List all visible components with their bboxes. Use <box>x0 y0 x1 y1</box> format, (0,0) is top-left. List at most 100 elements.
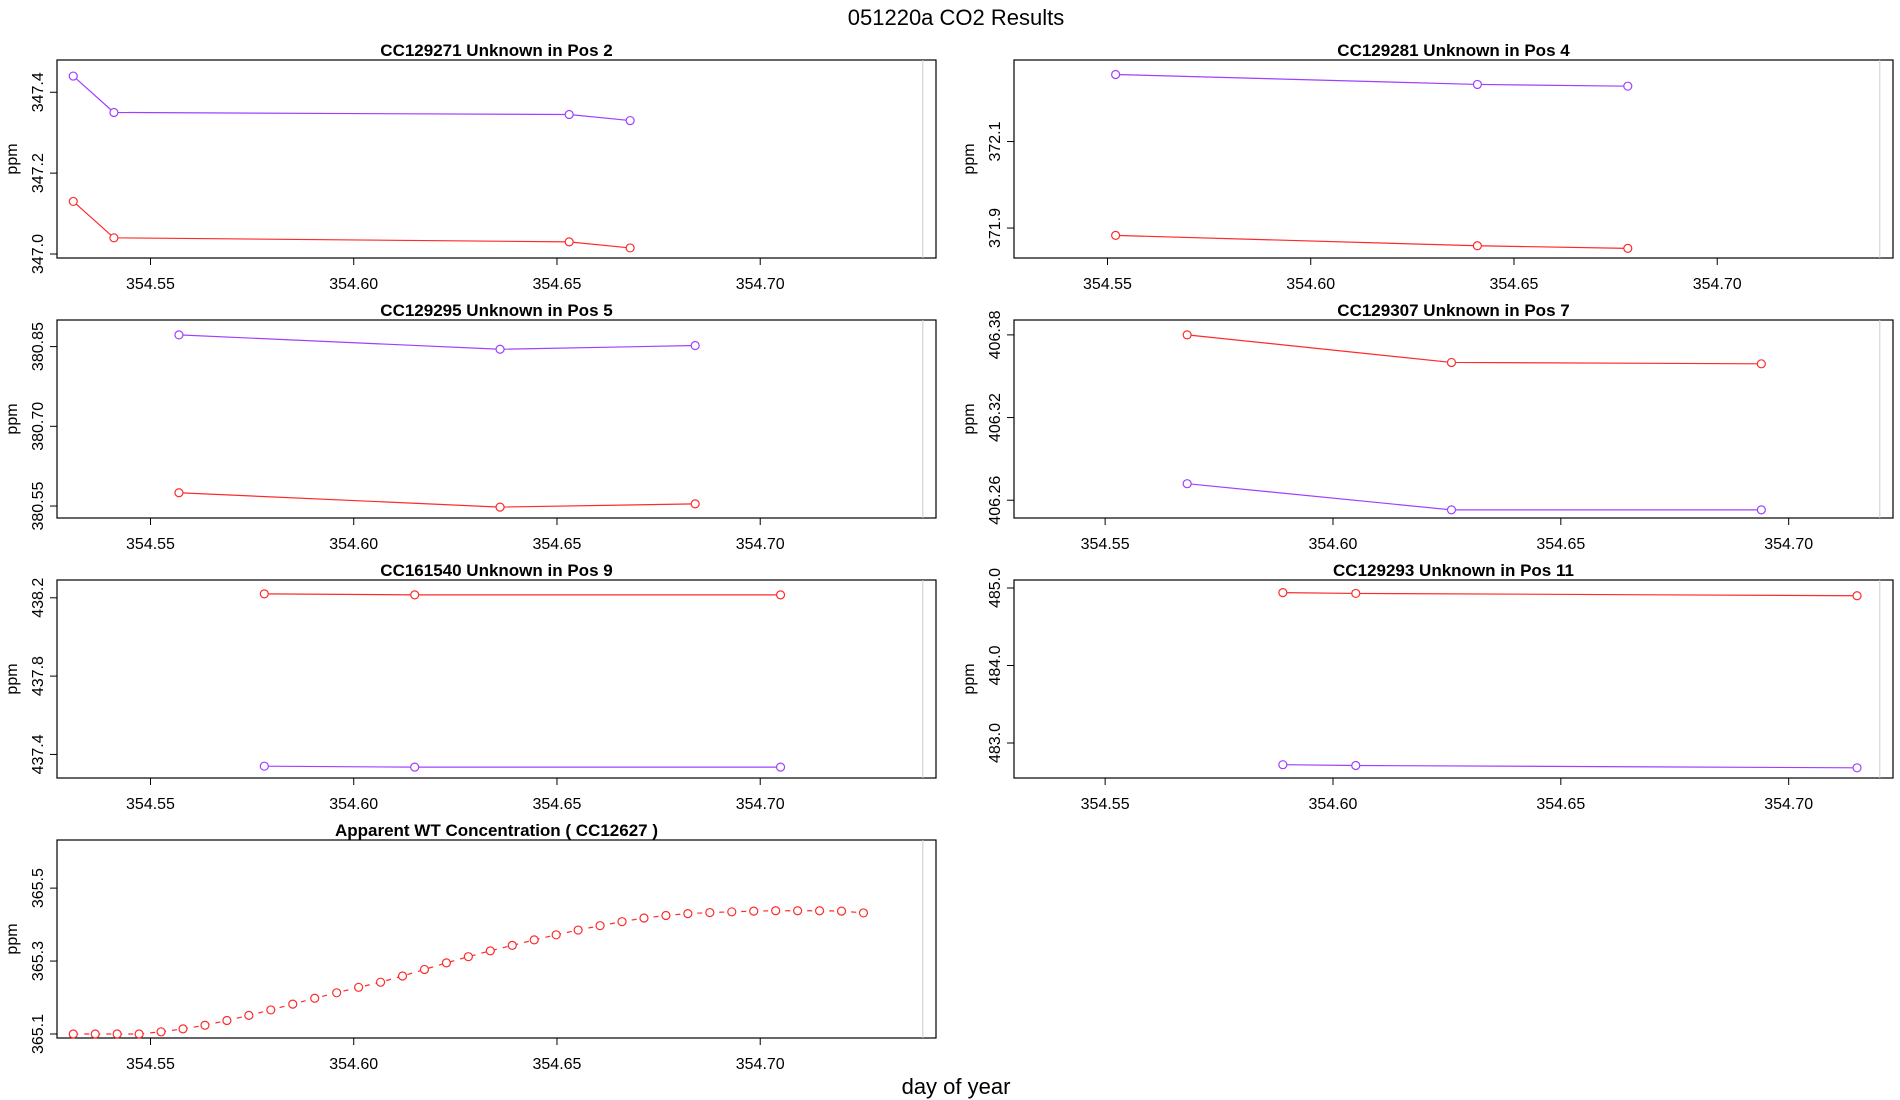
series-line-purple <box>178 334 696 350</box>
data-point-red <box>410 590 420 600</box>
x-tick-label: 354.70 <box>1764 536 1813 553</box>
y-axis-label: ppm <box>961 403 978 434</box>
panel-3: CC129295 Unknown in Pos 5 ppm 354.55 354.60… <box>4 301 937 553</box>
data-point-red <box>1111 230 1121 240</box>
data-point-purple <box>68 71 78 81</box>
y-tick-label: 347.2 <box>30 153 47 193</box>
plot-frame <box>56 319 937 519</box>
data-point-purple <box>625 115 635 126</box>
data-point-red <box>134 1029 144 1039</box>
series-line-red <box>73 910 864 1035</box>
data-point-red <box>690 499 700 509</box>
x-tick-label: 354.60 <box>1309 796 1358 813</box>
y-tick-label: 365.3 <box>30 941 47 981</box>
data-point-purple <box>174 330 184 340</box>
x-tick-label: 354.55 <box>126 796 175 813</box>
data-point-red <box>354 982 364 992</box>
x-tick-label: 354.65 <box>533 536 582 553</box>
panels: CC129271 Unknown in Pos 2 ppm 354.55 354.60… <box>4 41 1894 1073</box>
x-tick-label: 354.65 <box>533 1056 582 1073</box>
y-tick-label: 365.1 <box>30 1014 47 1054</box>
plot-frame <box>1013 579 1894 779</box>
data-point-red <box>178 1024 188 1034</box>
plot-frame <box>56 59 937 259</box>
data-point-red <box>310 993 320 1003</box>
y-tick-label: 372.1 <box>987 121 1004 161</box>
data-point-purple <box>259 761 269 771</box>
panel-2: CC129281 Unknown in Pos 4 ppm 354.55 354.60… <box>961 41 1894 293</box>
data-point-red <box>259 589 269 599</box>
data-point-red <box>564 237 574 247</box>
data-point-red <box>200 1020 210 1030</box>
x-tick-label: 354.65 <box>1536 536 1585 553</box>
panel-title: CC129307 Unknown in Pos 7 <box>1337 301 1569 320</box>
data-point-purple <box>1351 760 1361 771</box>
x-tick-label: 354.60 <box>329 796 378 813</box>
x-tick-label: 354.65 <box>533 796 582 813</box>
data-point-purple <box>1446 505 1457 515</box>
data-point-purple <box>1111 69 1121 80</box>
panel-7: Apparent WT Concentration ( CC12627 ) ppm… <box>4 821 937 1073</box>
x-tick-label: 354.55 <box>126 276 175 293</box>
data-point-red <box>683 909 693 919</box>
x-tick-label: 354.65 <box>1490 276 1539 293</box>
plot-frame <box>56 579 937 779</box>
series-line-red <box>1187 334 1762 365</box>
data-point-red <box>625 243 635 253</box>
panel-title: CC129295 Unknown in Pos 5 <box>380 301 612 320</box>
data-point-purple <box>109 107 119 118</box>
data-point-red <box>595 921 605 931</box>
data-point-red <box>495 502 505 512</box>
series-line-purple <box>1187 483 1762 511</box>
data-point-red <box>109 233 119 243</box>
data-point-red <box>793 906 803 916</box>
data-point-red <box>529 935 539 945</box>
y-axis-label: ppm <box>4 923 21 954</box>
y-tick-label: 483.0 <box>987 723 1004 763</box>
x-tick-label: 354.70 <box>736 1056 785 1073</box>
data-point-purple <box>1472 79 1482 90</box>
data-point-purple <box>1852 763 1862 773</box>
data-point-purple <box>1756 505 1766 515</box>
x-tick-label: 354.70 <box>736 796 785 813</box>
data-point-purple <box>1278 760 1288 770</box>
plot-frame <box>1013 319 1894 519</box>
y-tick-label: 406.26 <box>987 476 1004 525</box>
data-point-red <box>1756 359 1766 369</box>
data-point-red <box>814 906 825 916</box>
x-tick-label: 354.65 <box>533 276 582 293</box>
data-point-red <box>244 1010 254 1021</box>
series-line-red <box>72 200 631 249</box>
panel-title: CC161540 Unknown in Pos 9 <box>380 561 612 580</box>
series-line-red <box>264 593 781 596</box>
y-tick-label: 365.5 <box>30 868 47 908</box>
panel-title: CC129293 Unknown in Pos 11 <box>1333 561 1574 580</box>
data-point-red <box>639 913 649 923</box>
data-point-red <box>858 908 869 918</box>
data-point-red <box>1278 588 1288 598</box>
y-tick-label: 406.38 <box>987 310 1004 359</box>
panel-1: CC129271 Unknown in Pos 2 ppm 354.55 354.60… <box>4 41 937 293</box>
data-point-red <box>1351 588 1361 599</box>
data-point-purple <box>1182 479 1192 489</box>
x-tick-label: 354.70 <box>736 276 785 293</box>
x-tick-label: 354.70 <box>1693 276 1742 293</box>
data-point-red <box>90 1029 100 1039</box>
x-tick-label: 354.60 <box>1286 276 1335 293</box>
data-point-red <box>68 1029 78 1039</box>
y-tick-label: 484.0 <box>987 645 1004 685</box>
y-tick-label: 438.2 <box>30 578 47 618</box>
y-tick-label: 371.9 <box>987 208 1004 248</box>
y-tick-label: 380.55 <box>30 481 47 530</box>
data-point-red <box>332 988 342 998</box>
plot-frame <box>1013 59 1894 259</box>
data-point-purple <box>564 109 574 120</box>
data-point-purple <box>690 340 700 351</box>
data-point-purple <box>1623 81 1633 91</box>
data-point-purple <box>410 762 420 772</box>
panel-4: CC129307 Unknown in Pos 7 ppm 354.55 354.60… <box>961 301 1894 553</box>
y-tick-label: 437.4 <box>30 734 47 774</box>
plot-frame <box>56 839 937 1039</box>
y-axis-label: ppm <box>4 143 21 174</box>
